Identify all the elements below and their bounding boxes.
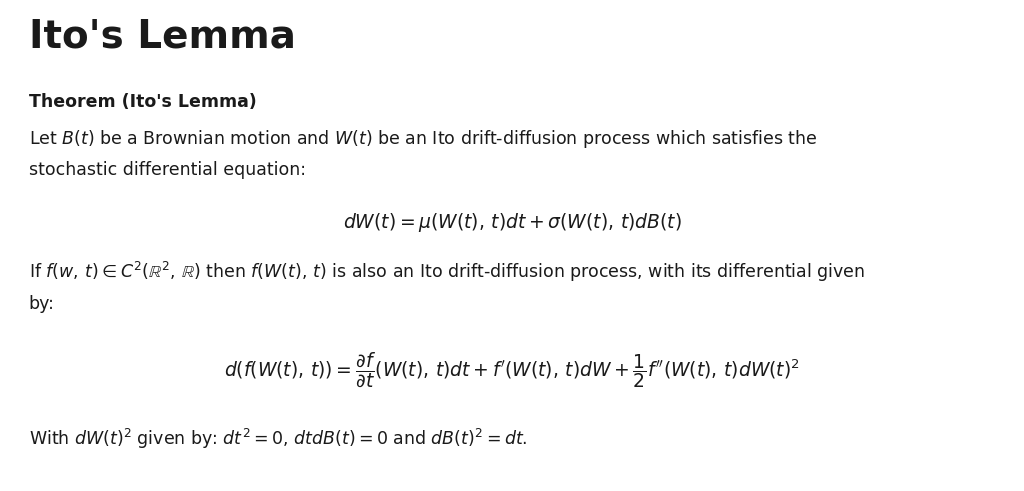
Text: stochastic differential equation:: stochastic differential equation:	[29, 161, 306, 179]
Text: $d(f(W(t),\,t)) = \dfrac{\partial f}{\partial t}(W(t),\,t)dt + f'(W(t),\,t)dW + : $d(f(W(t),\,t)) = \dfrac{\partial f}{\pa…	[224, 351, 800, 390]
Text: With $dW(t)^2$ given by: $dt^2 = 0$, $dtdB(t) = 0$ and $dB(t)^2 = dt$.: With $dW(t)^2$ given by: $dt^2 = 0$, $dt…	[29, 427, 527, 451]
Text: Theorem (Ito's Lemma): Theorem (Ito's Lemma)	[29, 93, 256, 111]
Text: If $f(w,\, t) \in C^2(\mathbb{R}^2,\, \mathbb{R})$ then $f(W(t),\, t)$ is also a: If $f(w,\, t) \in C^2(\mathbb{R}^2,\, \m…	[29, 260, 864, 284]
Text: by:: by:	[29, 295, 54, 313]
Text: Let $B(t)$ be a Brownian motion and $W(t)$ be an Ito drift-diffusion process whi: Let $B(t)$ be a Brownian motion and $W(t…	[29, 128, 817, 150]
Text: $dW(t) = \mu(W(t),\, t)dt + \sigma(W(t),\, t)dB(t)$: $dW(t) = \mu(W(t),\, t)dt + \sigma(W(t),…	[343, 211, 681, 234]
Text: Ito's Lemma: Ito's Lemma	[29, 17, 296, 55]
